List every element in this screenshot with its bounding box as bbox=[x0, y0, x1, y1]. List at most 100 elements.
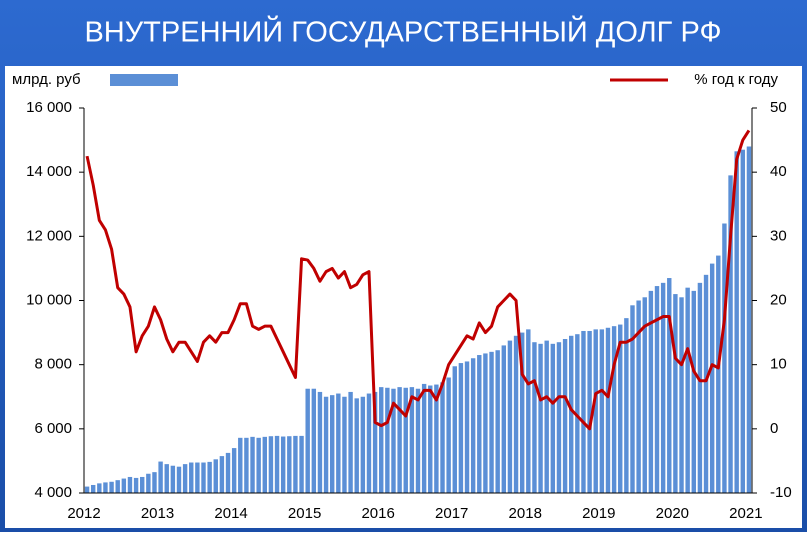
bar bbox=[544, 340, 549, 493]
bar bbox=[575, 334, 580, 493]
bar bbox=[624, 318, 629, 493]
bar bbox=[280, 436, 286, 493]
bar bbox=[562, 339, 568, 493]
legend-swatch bbox=[110, 74, 178, 86]
bar bbox=[636, 300, 641, 493]
legend-label: % год к году bbox=[694, 71, 778, 88]
bar bbox=[287, 436, 292, 493]
bar bbox=[256, 437, 261, 493]
bar bbox=[133, 477, 139, 493]
y-tick-label: 16 000 bbox=[26, 99, 72, 116]
bar bbox=[201, 462, 206, 493]
bar bbox=[385, 387, 390, 493]
bar bbox=[746, 146, 752, 493]
bar bbox=[238, 437, 243, 493]
bar bbox=[158, 461, 163, 493]
bar bbox=[428, 385, 433, 493]
bar bbox=[231, 448, 237, 493]
bar bbox=[728, 175, 733, 493]
bar bbox=[611, 326, 617, 493]
bar bbox=[146, 473, 151, 493]
bar bbox=[569, 335, 574, 493]
bar bbox=[397, 387, 402, 493]
y-tick-label: 10 000 bbox=[26, 291, 72, 308]
bar bbox=[495, 350, 500, 493]
bar bbox=[458, 363, 464, 493]
bar bbox=[630, 305, 635, 493]
bar bbox=[464, 361, 470, 493]
bar bbox=[366, 393, 372, 493]
bar bbox=[618, 324, 623, 493]
bar bbox=[409, 387, 415, 493]
x-tick-label: 2014 bbox=[214, 505, 247, 522]
y2-tick-label: 30 bbox=[770, 227, 787, 244]
bar bbox=[176, 466, 182, 493]
bar bbox=[660, 282, 666, 493]
bar bbox=[421, 383, 427, 493]
bar bbox=[97, 483, 102, 493]
x-tick-label: 2019 bbox=[582, 505, 615, 522]
x-tick-label: 2020 bbox=[656, 505, 689, 522]
bar bbox=[550, 343, 556, 493]
bar bbox=[440, 382, 445, 493]
bar bbox=[587, 330, 592, 493]
bar bbox=[103, 482, 108, 493]
bar bbox=[703, 274, 709, 493]
bar bbox=[219, 456, 225, 493]
bar bbox=[207, 461, 212, 493]
bar bbox=[415, 388, 421, 493]
bar bbox=[605, 327, 611, 493]
bar bbox=[244, 437, 249, 493]
bar bbox=[195, 462, 200, 493]
bar bbox=[483, 353, 488, 493]
chart-title: ВНУТРЕННИЙ ГОСУДАРСТВЕННЫЙ ДОЛГ РФ bbox=[84, 15, 721, 49]
x-tick-label: 2018 bbox=[509, 505, 542, 522]
bar bbox=[642, 297, 647, 493]
y-tick-label: 4 000 bbox=[34, 484, 72, 501]
bar bbox=[262, 436, 267, 493]
bar bbox=[685, 287, 690, 493]
bar bbox=[250, 436, 255, 493]
legend-label: млрд. руб bbox=[12, 71, 81, 88]
x-tick-label: 2016 bbox=[361, 505, 394, 522]
bar bbox=[379, 387, 384, 493]
bar bbox=[489, 351, 494, 493]
bar bbox=[556, 342, 562, 493]
bar bbox=[446, 377, 451, 493]
bar bbox=[372, 391, 378, 493]
bar bbox=[342, 396, 347, 493]
bar bbox=[354, 398, 359, 493]
y-tick-label: 14 000 bbox=[26, 163, 72, 180]
bar bbox=[170, 465, 176, 493]
bar bbox=[538, 343, 543, 493]
bar bbox=[274, 435, 280, 493]
bar bbox=[513, 335, 519, 493]
bar bbox=[593, 329, 598, 493]
bar bbox=[526, 329, 531, 493]
bar bbox=[519, 332, 525, 493]
bar bbox=[311, 388, 317, 493]
bar bbox=[225, 452, 231, 493]
y2-tick-label: 10 bbox=[770, 356, 787, 373]
bar bbox=[734, 151, 739, 493]
bar bbox=[152, 472, 157, 493]
bar bbox=[470, 358, 476, 493]
bar bbox=[127, 476, 133, 493]
y2-tick-label: 0 bbox=[770, 420, 778, 437]
x-tick-label: 2021 bbox=[729, 505, 762, 522]
bar bbox=[581, 330, 586, 493]
y2-tick-label: 50 bbox=[770, 99, 787, 116]
y2-tick-label: 20 bbox=[770, 291, 787, 308]
x-tick-label: 2015 bbox=[288, 505, 321, 522]
bar bbox=[336, 393, 341, 493]
bar bbox=[673, 294, 678, 493]
bar bbox=[679, 297, 684, 493]
bar bbox=[532, 342, 537, 493]
bar bbox=[391, 388, 396, 493]
bar bbox=[323, 396, 329, 493]
bar bbox=[115, 480, 120, 493]
bar bbox=[329, 395, 335, 493]
bar bbox=[507, 340, 513, 493]
y-tick-label: 12 000 bbox=[26, 227, 72, 244]
